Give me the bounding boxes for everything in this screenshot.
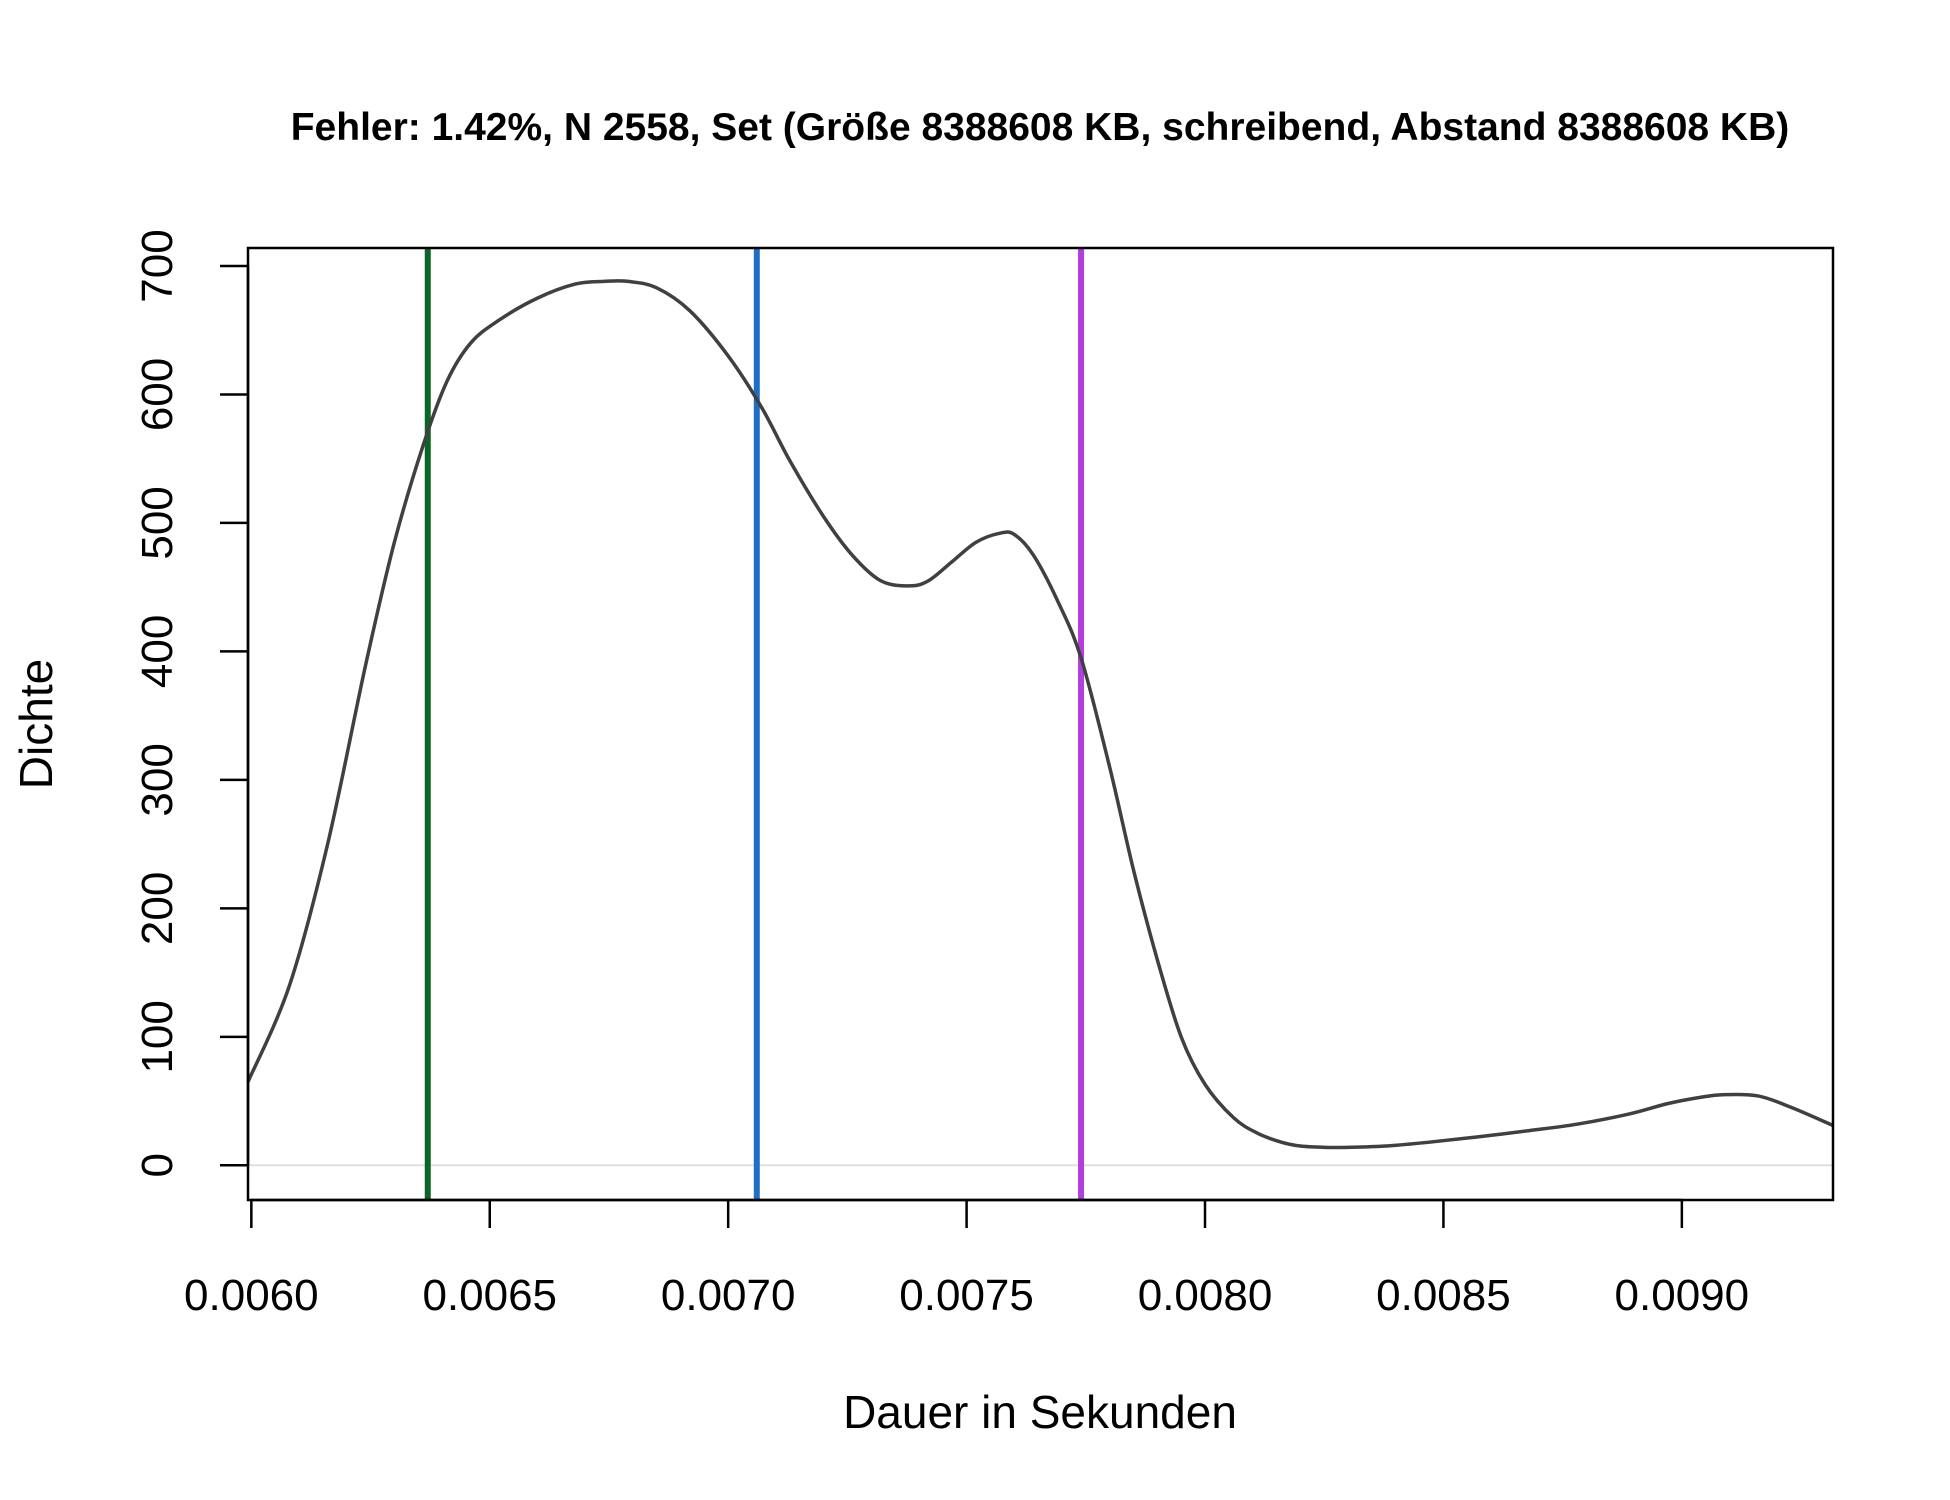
y-tick-label: 200 [133, 872, 182, 945]
x-tick-label: 0.0080 [1138, 1271, 1273, 1320]
x-tick-label: 0.0085 [1376, 1271, 1511, 1320]
x-tick-label: 0.0090 [1615, 1271, 1750, 1320]
y-tick-label: 600 [133, 358, 182, 431]
y-tick-label: 300 [133, 743, 182, 816]
x-tick-label: 0.0065 [422, 1271, 557, 1320]
density-curve [246, 279, 1834, 1150]
y-tick-label: 400 [133, 615, 182, 688]
reference-lines [424, 248, 1085, 1200]
plot-frame [246, 246, 1835, 1202]
x-tick-label: 0.0060 [184, 1271, 319, 1320]
plot-area [246, 246, 1835, 1202]
y-tick-label: 500 [133, 486, 182, 559]
x-tick-label: 0.0070 [661, 1271, 796, 1320]
x-axis: 0.0060 0.0065 0.0070 0.0075 0.0080 0.0085 0.00… [184, 1198, 1750, 1320]
y-tick-label: 100 [133, 1000, 182, 1073]
x-tick-label: 0.0075 [899, 1271, 1034, 1320]
y-axis: 0 100 200 300 400 500 600 700 [133, 229, 250, 1178]
y-tick-label: 0 [133, 1153, 182, 1177]
y-axis-label: Dichte [10, 659, 62, 789]
x-axis-label: Dauer in Sekunden [843, 1386, 1237, 1438]
y-tick-label: 700 [133, 229, 182, 302]
chart-title: Fehler: 1.42%, N 2558, Set (Größe 838860… [291, 106, 1790, 149]
